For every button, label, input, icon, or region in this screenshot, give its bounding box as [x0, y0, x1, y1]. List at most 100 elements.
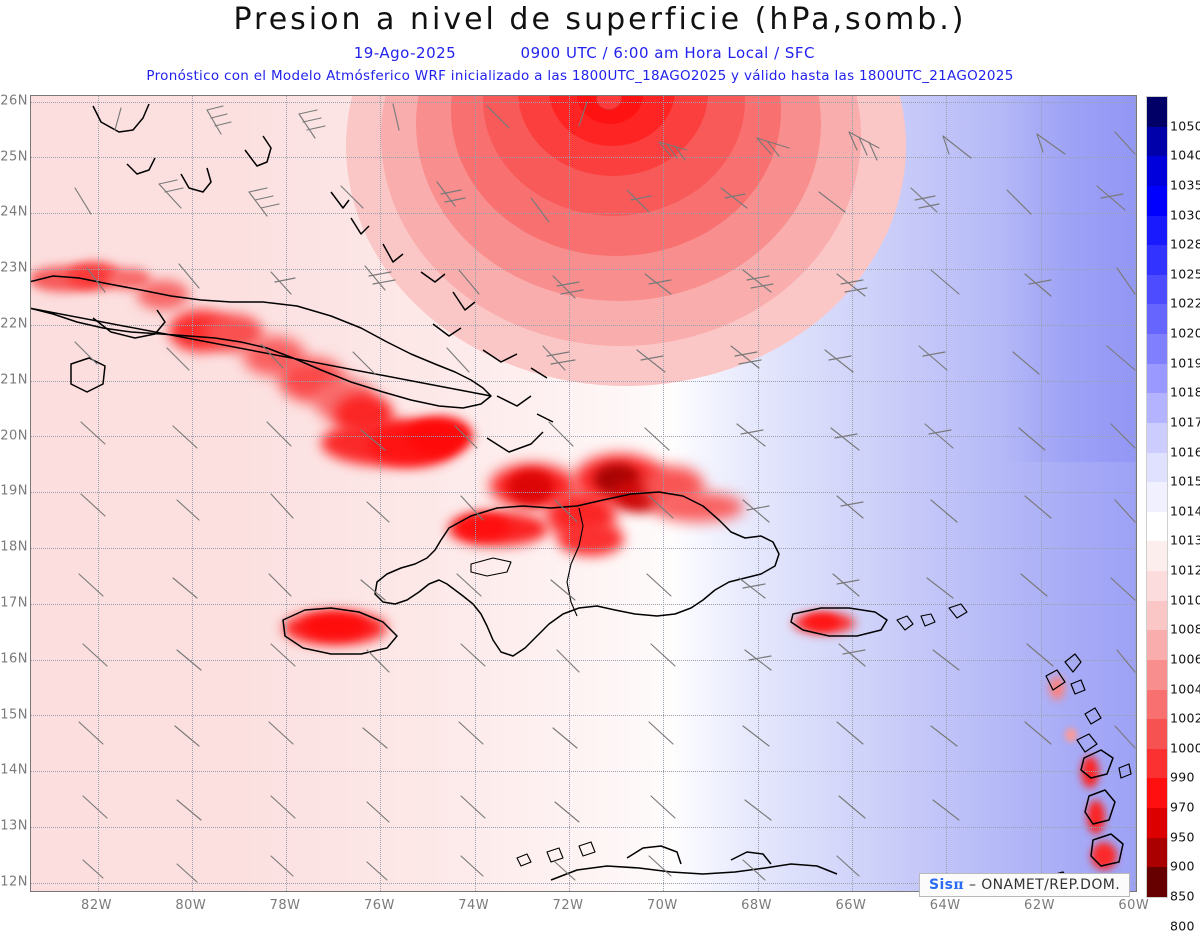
gridline-horizontal	[31, 827, 1136, 828]
y-tick-label: 12N	[0, 874, 28, 890]
gridline-vertical	[569, 96, 570, 891]
colorbar-segment	[1147, 571, 1167, 601]
model-description-line: Pronóstico con el Modelo Atmósferico WRF…	[146, 68, 1014, 84]
gridline-horizontal	[31, 492, 1136, 494]
gridline-horizontal	[31, 269, 1136, 270]
colorbar-tick-label: 900	[1170, 858, 1195, 874]
colorbar-tick-label: 1006	[1170, 651, 1200, 667]
colorbar-tick-label: 1000	[1170, 740, 1200, 756]
y-tick-label: 22N	[0, 316, 28, 332]
colorbar-tick-label: 970	[1170, 799, 1195, 815]
colorbar-tick-label: 1020	[1170, 325, 1200, 341]
gridline-vertical	[1134, 96, 1136, 891]
colorbar-segment	[1147, 541, 1167, 572]
colorbar-segment	[1147, 659, 1167, 690]
x-tick-label: 70W	[646, 898, 678, 913]
x-tick-label: 60W	[1118, 898, 1150, 913]
colorbar-segment	[1147, 126, 1167, 157]
gridline-vertical	[286, 96, 288, 891]
colorbar-tick-label: 1012	[1170, 562, 1200, 578]
gridline-vertical	[191, 96, 193, 891]
y-tick-label: 21N	[0, 372, 28, 388]
page-title: Presion a nivel de superficie (hPa,somb.…	[233, 2, 967, 37]
colorbar-segment	[1147, 600, 1167, 631]
colorbar-tick-label: 1022	[1170, 295, 1200, 311]
colorbar-segment	[1147, 422, 1167, 453]
agency-label: – ONAMET/REP.DOM.	[968, 877, 1121, 893]
y-tick-label: 17N	[0, 595, 28, 611]
high-pressure-core-ne	[1003, 96, 1136, 462]
lesser-antilles-shading	[1031, 616, 1117, 891]
puerto-rico-shading	[791, 604, 871, 644]
colorbar-segment	[1147, 748, 1167, 779]
colorbar-tick-label: 950	[1170, 829, 1195, 845]
gridline-horizontal	[31, 715, 1136, 717]
y-tick-label: 20N	[0, 428, 28, 444]
gridline-vertical	[97, 96, 99, 891]
colorbar-segment	[1147, 185, 1167, 216]
forecast-date: 19-Ago-2025	[353, 44, 457, 62]
colorbar-tick-label: 1018	[1170, 384, 1200, 400]
colorbar-segment	[1147, 482, 1167, 512]
coastline-overlay	[31, 103, 1132, 891]
x-tick-label: 72W	[552, 898, 584, 913]
map-plot-area	[30, 95, 1137, 892]
gridline-vertical	[474, 96, 476, 891]
gridline-horizontal	[31, 213, 1136, 215]
colorbar-segment	[1147, 511, 1167, 542]
colorbar-segment	[1147, 719, 1167, 749]
y-tick-label: 19N	[0, 483, 28, 499]
x-tick-label: 76W	[363, 898, 395, 913]
colorbar-tick-label: 1019	[1170, 355, 1200, 371]
colorbar-tick-label: 850	[1170, 888, 1195, 904]
y-tick-label: 14N	[0, 762, 28, 778]
colorbar-tick-label: 1017	[1170, 414, 1200, 430]
colorbar-segment	[1147, 363, 1167, 394]
sis-brand-label: Sis	[929, 877, 954, 893]
colorbar-segment	[1147, 97, 1167, 127]
colorbar-segment	[1147, 215, 1167, 246]
colorbar-tick-label: 1040	[1170, 147, 1200, 163]
colorbar-segment	[1147, 245, 1167, 275]
gridline-horizontal	[31, 882, 1136, 884]
gridline-vertical	[851, 96, 853, 891]
y-tick-label: 26N	[0, 93, 28, 109]
gridline-horizontal	[31, 324, 1136, 326]
gridline-vertical	[380, 96, 382, 891]
gridline-horizontal	[31, 771, 1136, 773]
forecast-time: 0900 UTC / 6:00 am Hora Local / SFC	[520, 44, 816, 62]
colorbar-tick-label: 1014	[1170, 503, 1200, 519]
x-tick-label: 64W	[929, 898, 961, 913]
gridline-horizontal	[31, 101, 1136, 103]
x-tick-label: 68W	[741, 898, 773, 913]
x-tick-label: 78W	[269, 898, 301, 913]
x-tick-label: 66W	[835, 898, 867, 913]
colorbar-segment	[1147, 304, 1167, 335]
colorbar-segment	[1147, 452, 1167, 483]
y-tick-label: 24N	[0, 204, 28, 220]
pi-glyph-icon: π	[953, 877, 965, 893]
source-watermark: Sisπ – ONAMET/REP.DOM.	[919, 873, 1131, 897]
colorbar-tick-label: 1008	[1170, 621, 1200, 637]
y-tick-label: 23N	[0, 260, 28, 276]
gridline-vertical	[946, 96, 948, 891]
colorbar-segment	[1147, 778, 1167, 809]
colorbar-tick-label: 1050	[1170, 118, 1200, 134]
colorbar-segment	[1147, 808, 1167, 838]
x-tick-label: 62W	[1024, 898, 1055, 913]
y-tick-label: 25N	[0, 149, 28, 165]
colorbar-tick-label: 1016	[1170, 444, 1200, 460]
colorbar-tick-label: 990	[1170, 769, 1195, 785]
y-tick-label: 18N	[0, 539, 28, 555]
wind-barb-overlay	[74, 101, 1136, 883]
colorbar-segment	[1147, 334, 1167, 364]
colorbar-segment	[1147, 630, 1167, 660]
gridline-vertical	[1040, 96, 1042, 891]
gridline-horizontal	[31, 380, 1136, 382]
colorbar-tick-label: 1030	[1170, 207, 1200, 223]
x-tick-label: 74W	[458, 898, 490, 913]
colorbar-tick-label: 1013	[1170, 532, 1200, 548]
y-tick-label: 15N	[0, 707, 28, 723]
colorbar-tick-label: 800	[1170, 918, 1195, 933]
